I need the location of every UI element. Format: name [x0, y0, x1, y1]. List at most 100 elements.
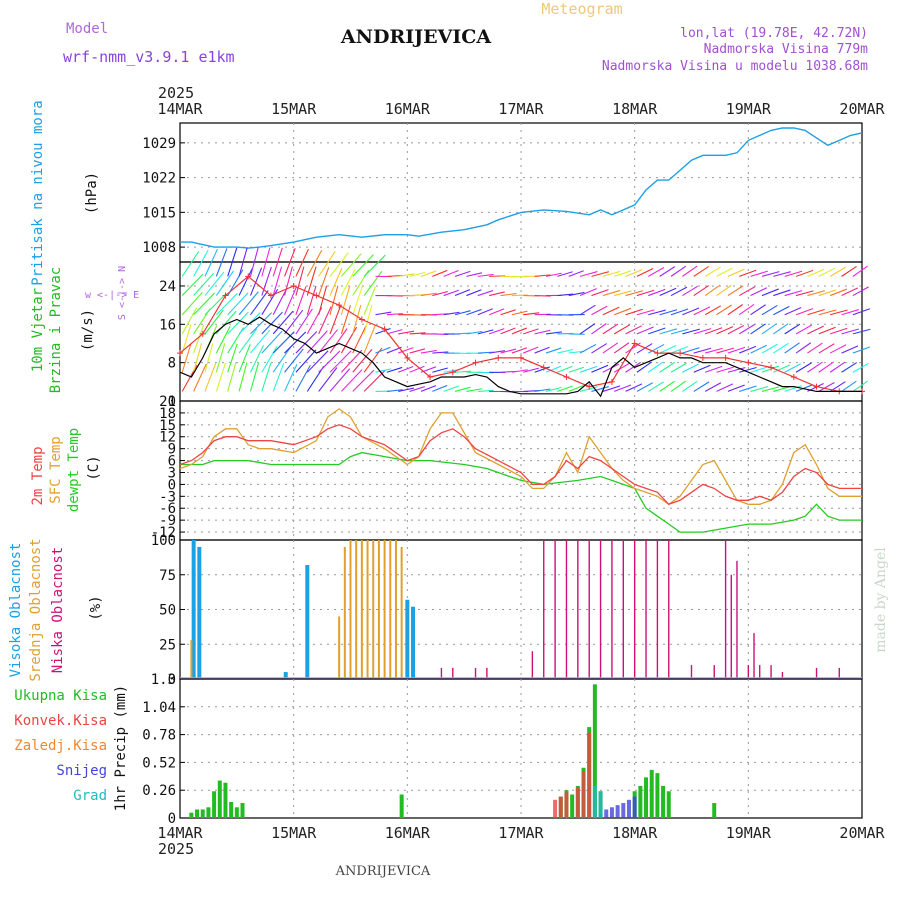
- precip-bar: [632, 796, 637, 818]
- wind-arrow: [614, 290, 632, 297]
- wind-arrow: [272, 310, 294, 335]
- wind-arrow: [818, 326, 836, 335]
- wind-arrow: [477, 329, 494, 335]
- wind-arrow: [739, 366, 757, 373]
- wind-arrow: [466, 330, 483, 335]
- wind-arrow: [579, 288, 597, 297]
- wind-axis-sublabel: Brzina i Pravac: [48, 267, 64, 393]
- wind-arrow: [295, 331, 318, 354]
- wind-arrow: [750, 304, 766, 316]
- wind-direction-legend-h: w <-|-> E: [85, 290, 139, 301]
- wind-arrow: [727, 285, 744, 297]
- wind-arrow: [386, 389, 403, 392]
- temp-unit-label: (C): [86, 455, 102, 480]
- y-tick-label: 0.26: [142, 783, 176, 799]
- gust-marker: [177, 350, 183, 357]
- wind-arrow: [761, 288, 779, 297]
- time-label-bottom: 17MAR: [498, 824, 544, 842]
- wind-arrow: [727, 268, 745, 277]
- wind-arrow: [557, 271, 573, 277]
- cloud-unit-label: (%): [88, 595, 104, 620]
- sfc-temp-line: [179, 408, 862, 506]
- y-tick-label: 0.52: [142, 755, 176, 771]
- cloud-bar: [815, 667, 818, 679]
- wind-arrow: [420, 292, 437, 297]
- wind-arrow: [306, 266, 317, 296]
- gust-marker: [449, 369, 456, 376]
- wind-arrow: [523, 346, 539, 354]
- wind-arrow: [443, 270, 459, 277]
- wind-arrow: [636, 326, 654, 335]
- wind-arrow: [614, 384, 632, 392]
- cloud-bar: [474, 667, 477, 679]
- wind-arrow: [261, 362, 272, 392]
- wind-arrow: [398, 347, 414, 354]
- wind-arrow: [739, 345, 757, 354]
- wind-arrow: [568, 291, 585, 297]
- wind-arrow: [261, 346, 278, 373]
- time-label-top: 17MAR: [498, 100, 544, 118]
- wind-arrow: [295, 266, 305, 296]
- wind-arrow: [215, 326, 231, 354]
- pressure-axis-label: Pritisak na nivou mora: [30, 100, 46, 285]
- wind-arrow: [739, 269, 757, 277]
- wind-axis-label: 10m Vjetar: [30, 288, 46, 372]
- wind-arrow: [852, 286, 869, 297]
- gust-marker: [654, 350, 661, 357]
- precip-bar: [587, 732, 592, 818]
- wind-arrow: [648, 327, 666, 335]
- time-label-bottom: 16MAR: [385, 824, 431, 842]
- wind-arrow: [829, 361, 846, 373]
- wind-arrow: [238, 344, 251, 373]
- wind-arrow: [511, 310, 528, 316]
- wind-arrow: [693, 265, 710, 277]
- precip-bar: [200, 809, 205, 818]
- wind-arrow: [329, 368, 351, 392]
- wind-arrow: [682, 380, 698, 392]
- y-tick-label: 75: [159, 568, 176, 584]
- precip-legend-item: Ukupna Kisa: [14, 688, 107, 704]
- wind-arrow: [704, 284, 721, 297]
- wind-arrow: [477, 308, 493, 316]
- wind-arrow: [704, 365, 723, 373]
- gust-marker: [699, 354, 706, 361]
- t2m-line: [179, 424, 862, 506]
- wind-arrow: [738, 324, 755, 335]
- time-axis-top: 14MAR 15MAR 16MAR 17MAR 18MAR 19MAR 20MAR: [157, 100, 885, 118]
- cloud-bar: [338, 616, 341, 679]
- wind-arrow: [670, 286, 688, 297]
- wind-arrow: [329, 267, 343, 296]
- wind-arrow: [204, 293, 227, 316]
- cloud-bar: [656, 540, 659, 679]
- cloud-bar: [355, 540, 358, 679]
- time-label-bottom: 18MAR: [612, 824, 658, 842]
- wind-arrow: [284, 248, 296, 277]
- y-tick-label: -6: [159, 501, 176, 517]
- cloud-bar: [383, 540, 386, 679]
- wind-arrow: [693, 347, 712, 354]
- year-bottom: 2025: [158, 840, 194, 858]
- gust-marker: [768, 364, 775, 371]
- time-label-bottom: 14MAR: [157, 824, 203, 842]
- wind-arrow: [784, 307, 802, 316]
- wind-arrow: [272, 247, 283, 277]
- wind-arrow: [647, 361, 664, 373]
- wind-arrow: [636, 289, 655, 297]
- y-tick-label: 9: [168, 442, 176, 458]
- precip-bar: [240, 803, 245, 818]
- y-tick-label: 100: [151, 533, 176, 549]
- gust-marker: [586, 383, 593, 390]
- panel-frame: [179, 400, 863, 541]
- wind-arrow: [238, 291, 259, 316]
- cloud-bar: [394, 540, 397, 679]
- y-tick-label: 15: [159, 418, 176, 434]
- wind-arrow: [750, 323, 766, 335]
- wind-arrow: [818, 289, 837, 297]
- wind-arrow: [852, 362, 869, 373]
- precip-bar: [217, 780, 222, 818]
- wind-arrow: [193, 343, 203, 373]
- wind-arrow: [613, 342, 630, 354]
- wind-arrow: [704, 327, 723, 335]
- wind-arrow: [750, 386, 769, 392]
- wind-arrow: [272, 331, 295, 354]
